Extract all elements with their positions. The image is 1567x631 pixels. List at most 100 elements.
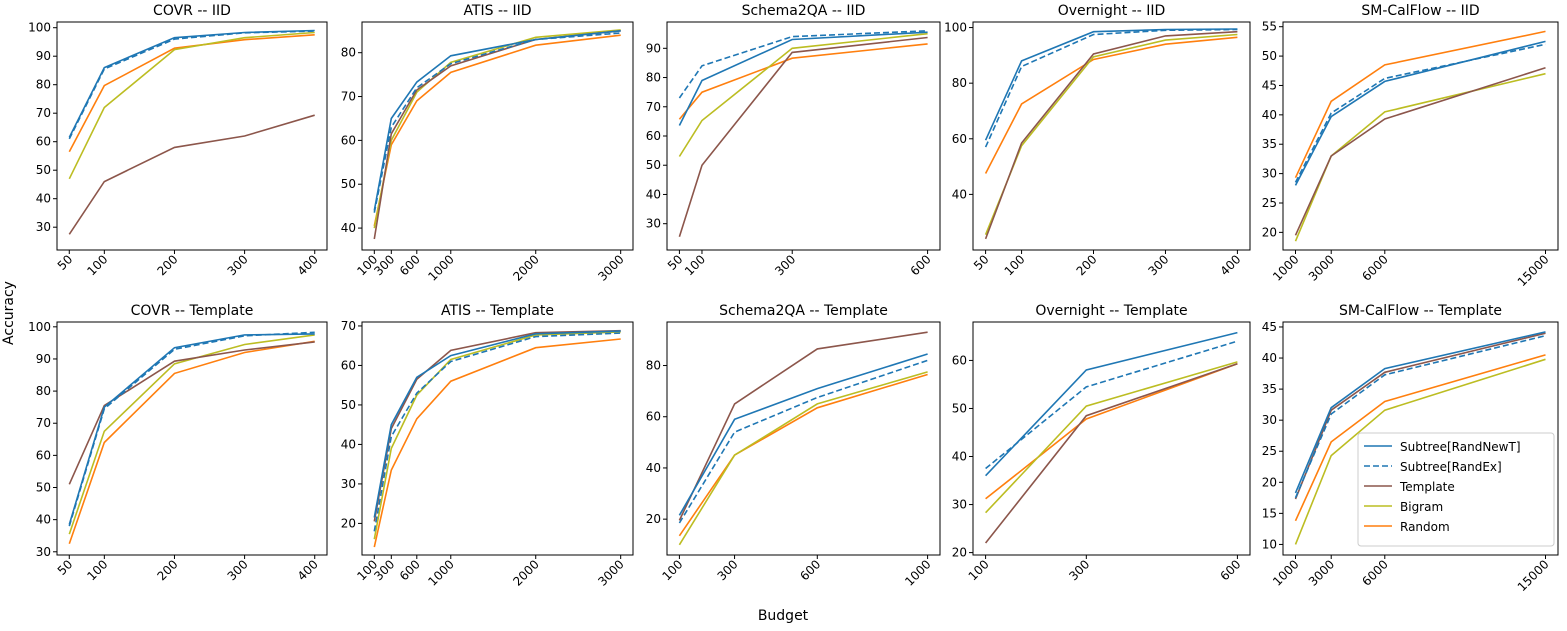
series-line-template bbox=[984, 363, 1238, 544]
axes-frame bbox=[1282, 321, 1559, 556]
axes-frame bbox=[666, 21, 941, 251]
y-tick-label: 60 bbox=[646, 129, 661, 143]
y-tick-label: 25 bbox=[1262, 196, 1277, 210]
x-tick-label: 300 bbox=[371, 252, 397, 278]
x-tick-label: 100 bbox=[682, 252, 708, 278]
x-tick-label: 1000 bbox=[425, 252, 456, 283]
y-tick-label: 40 bbox=[952, 187, 967, 201]
x-tick-label: 300 bbox=[1066, 557, 1092, 583]
x-tick-label: 200 bbox=[1074, 252, 1100, 278]
series-line-subtree-randex- bbox=[984, 28, 1238, 148]
y-tick-label: 80 bbox=[36, 384, 51, 398]
y-tick-label: 30 bbox=[36, 220, 51, 234]
x-tick-label: 50 bbox=[971, 252, 992, 273]
y-tick-label: 40 bbox=[341, 437, 356, 451]
y-tick-label: 40 bbox=[341, 221, 356, 235]
series-line-subtree-randnewt- bbox=[373, 330, 621, 518]
subplot-title: ATIS -- Template bbox=[441, 303, 554, 319]
series-line-subtree-randnewt- bbox=[984, 28, 1238, 141]
series-line-bigram bbox=[984, 33, 1238, 235]
x-tick-label: 600 bbox=[797, 557, 823, 583]
y-tick-label: 45 bbox=[1262, 78, 1277, 92]
subplot-title: COVR -- IID bbox=[153, 3, 231, 19]
series-line-template bbox=[373, 30, 621, 240]
y-tick-label: 90 bbox=[36, 352, 51, 366]
y-tick-label: 20 bbox=[646, 512, 661, 526]
y-tick-label: 35 bbox=[1262, 137, 1277, 151]
x-tick-label: 100 bbox=[84, 252, 110, 278]
series-line-subtree-randex- bbox=[1294, 43, 1546, 183]
y-axis-label: Accuracy bbox=[1, 281, 17, 345]
y-tick-label: 50 bbox=[1262, 49, 1277, 63]
y-tick-label: 50 bbox=[341, 398, 356, 412]
y-tick-label: 70 bbox=[341, 319, 356, 333]
y-tick-label: 35 bbox=[1262, 382, 1277, 396]
x-tick-label: 100 bbox=[659, 557, 685, 583]
x-axis-label: Budget bbox=[758, 608, 809, 624]
series-line-subtree-randex- bbox=[373, 32, 621, 213]
x-tick-label: 1000 bbox=[425, 557, 456, 588]
axes-frame bbox=[972, 321, 1251, 556]
series-line-bigram bbox=[1294, 358, 1546, 545]
y-tick-label: 40 bbox=[1262, 351, 1277, 365]
x-tick-label: 200 bbox=[154, 557, 180, 583]
y-tick-label: 55 bbox=[1262, 20, 1277, 34]
subplot-title: Overnight -- Template bbox=[1035, 303, 1187, 319]
x-tick-label: 6000 bbox=[1359, 557, 1390, 588]
series-line-bigram bbox=[1294, 72, 1546, 242]
y-tick-label: 100 bbox=[944, 21, 967, 35]
y-tick-label: 100 bbox=[28, 320, 51, 334]
y-tick-label: 50 bbox=[646, 158, 661, 172]
y-tick-label: 60 bbox=[646, 410, 661, 424]
y-tick-label: 20 bbox=[952, 546, 967, 560]
x-tick-label: 1000 bbox=[1270, 557, 1301, 588]
legend-label: Subtree[RandEx] bbox=[1400, 460, 1502, 474]
series-line-random bbox=[1294, 354, 1546, 522]
legend-frame bbox=[1357, 432, 1555, 547]
x-tick-label: 2000 bbox=[510, 252, 541, 283]
x-tick-label: 15000 bbox=[1515, 252, 1552, 289]
y-tick-label: 70 bbox=[36, 106, 51, 120]
legend: Subtree[RandNewT] Subtree[RandEx] Template… bbox=[1357, 432, 1555, 547]
series-line-template bbox=[373, 329, 621, 522]
x-tick-label: 1000 bbox=[1270, 252, 1301, 283]
x-tick-label: 3000 bbox=[595, 252, 626, 283]
x-tick-label: 100 bbox=[966, 557, 992, 583]
series-line-subtree-randex- bbox=[985, 340, 1238, 470]
series-line-random bbox=[373, 34, 621, 227]
series-line-bigram bbox=[68, 334, 315, 535]
series-line-bigram bbox=[678, 371, 928, 546]
series-line-bigram bbox=[373, 29, 621, 229]
x-tick-label: 50 bbox=[55, 252, 76, 273]
y-tick-label: 60 bbox=[952, 132, 967, 146]
series-line-template bbox=[678, 331, 928, 521]
y-tick-label: 90 bbox=[36, 49, 51, 63]
y-tick-label: 40 bbox=[646, 187, 661, 201]
x-tick-label: 600 bbox=[397, 252, 423, 278]
series-line-subtree-randnewt- bbox=[678, 31, 928, 126]
series-line-subtree-randex- bbox=[678, 359, 928, 524]
y-tick-label: 40 bbox=[36, 513, 51, 527]
axes-frame bbox=[361, 21, 634, 251]
y-tick-label: 40 bbox=[36, 192, 51, 206]
y-tick-label: 40 bbox=[1262, 108, 1277, 122]
y-tick-label: 50 bbox=[952, 401, 967, 415]
y-tick-label: 80 bbox=[341, 46, 356, 60]
y-tick-label: 100 bbox=[28, 21, 51, 35]
y-tick-label: 20 bbox=[341, 516, 356, 530]
series-line-template bbox=[68, 114, 315, 235]
series-line-bigram bbox=[985, 361, 1238, 514]
series-line-template bbox=[984, 30, 1238, 240]
subplot-title: Schema2QA -- IID bbox=[742, 3, 866, 19]
y-tick-label: 30 bbox=[341, 477, 356, 491]
series-line-subtree-randnewt- bbox=[678, 353, 928, 516]
series-line-subtree-randex- bbox=[1294, 334, 1546, 499]
y-tick-label: 40 bbox=[646, 461, 661, 475]
series-line-subtree-randnewt- bbox=[68, 333, 315, 525]
axes-frame bbox=[56, 321, 328, 556]
y-tick-label: 60 bbox=[952, 353, 967, 367]
x-tick-label: 300 bbox=[371, 557, 397, 583]
y-tick-label: 45 bbox=[1262, 320, 1277, 334]
x-tick-label: 1000 bbox=[902, 557, 933, 588]
